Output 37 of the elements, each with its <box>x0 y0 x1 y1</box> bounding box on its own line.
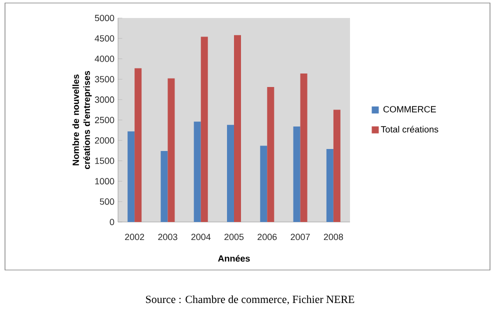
y-tick-label: 5000 <box>94 14 114 22</box>
y-tick-label: 4500 <box>94 35 114 42</box>
x-tick-label: 2002 <box>125 234 144 240</box>
y-tick-label: 2000 <box>94 137 114 144</box>
y-tick-label: 2500 <box>94 116 114 124</box>
bar <box>267 86 274 222</box>
x-tick-label: 2003 <box>158 234 178 240</box>
x-tick-label: 2006 <box>258 234 277 240</box>
x-tick-label: 2007 <box>290 234 310 240</box>
y-tick-label: 4000 <box>94 56 114 62</box>
x-axis-title: Années <box>218 254 250 262</box>
bar <box>227 124 234 222</box>
source-note: Source : Chambre de commerce, Fichier NERE <box>146 295 354 305</box>
bar <box>168 78 175 222</box>
y-tick-label: 1500 <box>95 158 114 164</box>
bar <box>194 122 201 222</box>
y-tick-label: 3000 <box>94 96 114 103</box>
bar <box>234 35 241 222</box>
x-tick-label: 2008 <box>324 234 344 240</box>
bar <box>326 148 334 222</box>
y-tick-label: 0 <box>110 218 114 226</box>
y-tick-label: 1000 <box>95 178 114 184</box>
y-tick-label: 3500 <box>94 76 114 82</box>
bar <box>128 131 135 222</box>
bar <box>134 68 142 222</box>
bar <box>300 73 308 222</box>
bar <box>333 110 340 222</box>
y-tick-label: 500 <box>100 198 114 205</box>
bar <box>293 126 300 222</box>
bar <box>160 151 168 222</box>
bar <box>260 146 268 222</box>
bar <box>200 36 208 222</box>
x-tick-label: 2004 <box>191 234 211 240</box>
legend-label: Total créations <box>380 126 438 133</box>
y-axis-title: Nombre de nouvelles créations d'entreprises <box>72 70 92 170</box>
legend-label: COMMERCE <box>383 106 436 112</box>
x-tick-label: 2005 <box>224 234 244 240</box>
